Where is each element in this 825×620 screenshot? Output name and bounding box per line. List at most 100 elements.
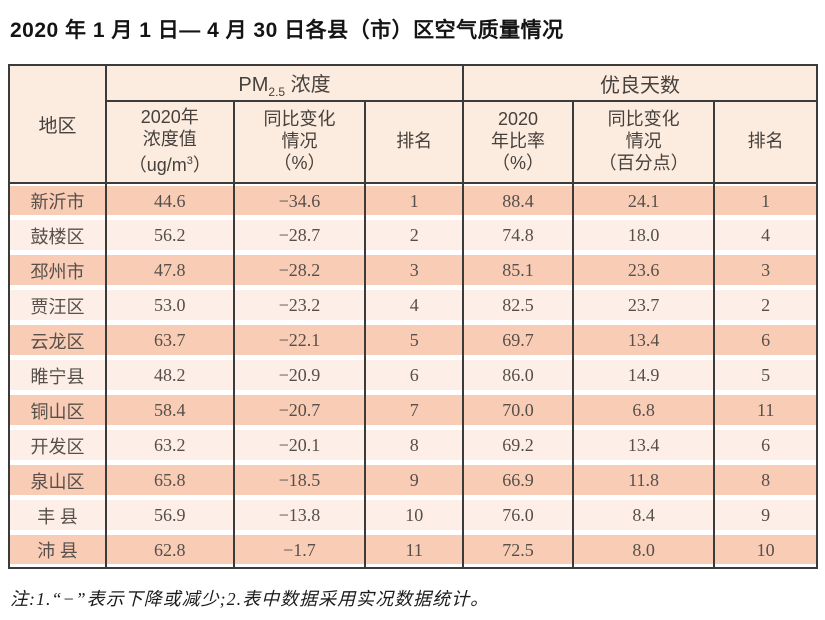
cell-region: 泉山区 xyxy=(9,463,106,498)
pm-change-line1: 同比变化 xyxy=(263,109,336,129)
cell-days-change: 8.0 xyxy=(571,533,715,568)
cell-pm-change: −18.5 xyxy=(232,463,366,498)
air-quality-table: 地区 PM2.5 浓度 优良天数 2020年 浓度值 （ug/m3） 同比变化 … xyxy=(8,64,818,569)
cell-pm-rank: 6 xyxy=(364,358,464,393)
cell-days-rank: 5 xyxy=(713,358,817,393)
table-row: 铜山区 58.4 −20.7 7 70.0 6.8 11 xyxy=(9,393,817,428)
cell-days-ratio: 69.2 xyxy=(462,428,573,463)
cell-pm-value: 56.2 xyxy=(104,218,234,253)
cell-days-rank: 3 xyxy=(713,253,817,288)
cell-pm-change: −28.2 xyxy=(232,253,366,288)
table-header: 地区 PM2.5 浓度 优良天数 2020年 浓度值 （ug/m3） 同比变化 … xyxy=(9,65,817,184)
cell-pm-change: −28.7 xyxy=(232,218,366,253)
cell-days-change: 23.6 xyxy=(571,253,715,288)
cell-region: 鼓楼区 xyxy=(9,218,106,253)
table-row: 沛 县 62.8 −1.7 11 72.5 8.0 10 xyxy=(9,533,817,568)
days-change-unit: （百分点） xyxy=(598,153,689,173)
col-header-pm-value: 2020年 浓度值 （ug/m3） xyxy=(104,101,234,184)
cubed-superscript: 3 xyxy=(186,155,193,167)
cell-pm-value: 63.7 xyxy=(104,323,234,358)
cell-pm-value: 44.6 xyxy=(104,183,234,218)
cell-days-change: 8.4 xyxy=(571,498,715,533)
days-change-line2: 情况 xyxy=(625,131,662,151)
cell-pm-value: 65.8 xyxy=(104,463,234,498)
cell-pm-change: −34.6 xyxy=(232,183,366,218)
col-header-region: 地区 xyxy=(9,65,107,184)
table-row: 睢宁县 48.2 −20.9 6 86.0 14.9 5 xyxy=(9,358,817,393)
col-header-days-change: 同比变化 情况 （百分点） xyxy=(571,101,715,184)
cell-days-rank: 8 xyxy=(713,463,817,498)
cell-pm-change: −1.7 xyxy=(232,533,366,568)
cell-pm-rank: 10 xyxy=(364,498,464,533)
cell-pm-rank: 8 xyxy=(364,428,464,463)
cell-days-ratio: 70.0 xyxy=(462,393,573,428)
days-ratio-line2: 年比率 xyxy=(491,131,546,151)
cell-days-change: 13.4 xyxy=(571,428,715,463)
col-header-days-ratio: 2020 年比率 （%） xyxy=(462,101,573,184)
cell-days-ratio: 66.9 xyxy=(462,463,573,498)
days-change-line1: 同比变化 xyxy=(607,109,680,129)
cell-days-rank: 11 xyxy=(713,393,817,428)
cell-days-ratio: 82.5 xyxy=(462,288,573,323)
table-body: 新沂市 44.6 −34.6 1 88.4 24.1 1 鼓楼区 56.2 −28.7 2 74.8 1… xyxy=(9,183,817,568)
pm-value-unit: （ug/m3） xyxy=(128,155,211,175)
table-row: 新沂市 44.6 −34.6 1 88.4 24.1 1 xyxy=(9,183,817,218)
cell-pm-rank: 1 xyxy=(364,183,464,218)
table-row: 邳州市 47.8 −28.2 3 85.1 23.6 3 xyxy=(9,253,817,288)
col-header-pm-change: 同比变化 情况 （%） xyxy=(232,101,366,184)
cell-days-change: 24.1 xyxy=(571,183,715,218)
table-row: 云龙区 63.7 −22.1 5 69.7 13.4 6 xyxy=(9,323,817,358)
cell-pm-change: −13.8 xyxy=(232,498,366,533)
days-ratio-unit: （%） xyxy=(492,153,545,173)
cell-region: 沛 县 xyxy=(9,533,106,568)
cell-pm-change: −23.2 xyxy=(232,288,366,323)
cell-days-change: 11.8 xyxy=(571,463,715,498)
cell-pm-value: 53.0 xyxy=(104,288,234,323)
cell-pm-rank: 9 xyxy=(364,463,464,498)
col-group-good-days: 优良天数 xyxy=(462,65,817,102)
cell-region: 云龙区 xyxy=(9,323,106,358)
cell-days-rank: 6 xyxy=(713,323,817,358)
cell-pm-value: 48.2 xyxy=(104,358,234,393)
pm-change-unit: （%） xyxy=(273,153,326,173)
cell-days-ratio: 74.8 xyxy=(462,218,573,253)
cell-days-change: 14.9 xyxy=(571,358,715,393)
cell-pm-rank: 7 xyxy=(364,393,464,428)
pm-label-rest: 浓度 xyxy=(285,73,331,96)
cell-region: 邳州市 xyxy=(9,253,106,288)
cell-days-rank: 2 xyxy=(713,288,817,323)
cell-pm-rank: 5 xyxy=(364,323,464,358)
cell-pm-change: −22.1 xyxy=(232,323,366,358)
cell-days-ratio: 85.1 xyxy=(462,253,573,288)
cell-days-ratio: 76.0 xyxy=(462,498,573,533)
cell-days-ratio: 88.4 xyxy=(462,183,573,218)
cell-pm-change: −20.9 xyxy=(232,358,366,393)
cell-region: 新沂市 xyxy=(9,183,106,218)
cell-pm-rank: 3 xyxy=(364,253,464,288)
cell-days-rank: 4 xyxy=(713,218,817,253)
pm-subscript: 2.5 xyxy=(268,84,286,99)
days-ratio-line1: 2020 xyxy=(497,109,539,129)
pm-value-line2: 浓度值 xyxy=(142,129,197,149)
cell-pm-rank: 4 xyxy=(364,288,464,323)
cell-days-ratio: 86.0 xyxy=(462,358,573,393)
cell-days-rank: 6 xyxy=(713,428,817,463)
cell-pm-rank: 11 xyxy=(364,533,464,568)
cell-days-change: 13.4 xyxy=(571,323,715,358)
table-row: 丰 县 56.9 −13.8 10 76.0 8.4 9 xyxy=(9,498,817,533)
cell-days-rank: 10 xyxy=(713,533,817,568)
cell-days-rank: 1 xyxy=(713,183,817,218)
pm-value-line1: 2020年 xyxy=(140,107,199,127)
cell-pm-value: 62.8 xyxy=(104,533,234,568)
cell-pm-change: −20.1 xyxy=(232,428,366,463)
cell-pm-value: 56.9 xyxy=(104,498,234,533)
cell-region: 开发区 xyxy=(9,428,106,463)
cell-region: 丰 县 xyxy=(9,498,106,533)
cell-pm-change: −20.7 xyxy=(232,393,366,428)
cell-region: 睢宁县 xyxy=(9,358,106,393)
cell-days-change: 6.8 xyxy=(571,393,715,428)
col-header-pm-rank: 排名 xyxy=(364,101,464,184)
page-title: 2020 年 1 月 1 日— 4 月 30 日各县（市）区空气质量情况 xyxy=(10,19,564,42)
cell-pm-value: 58.4 xyxy=(104,393,234,428)
